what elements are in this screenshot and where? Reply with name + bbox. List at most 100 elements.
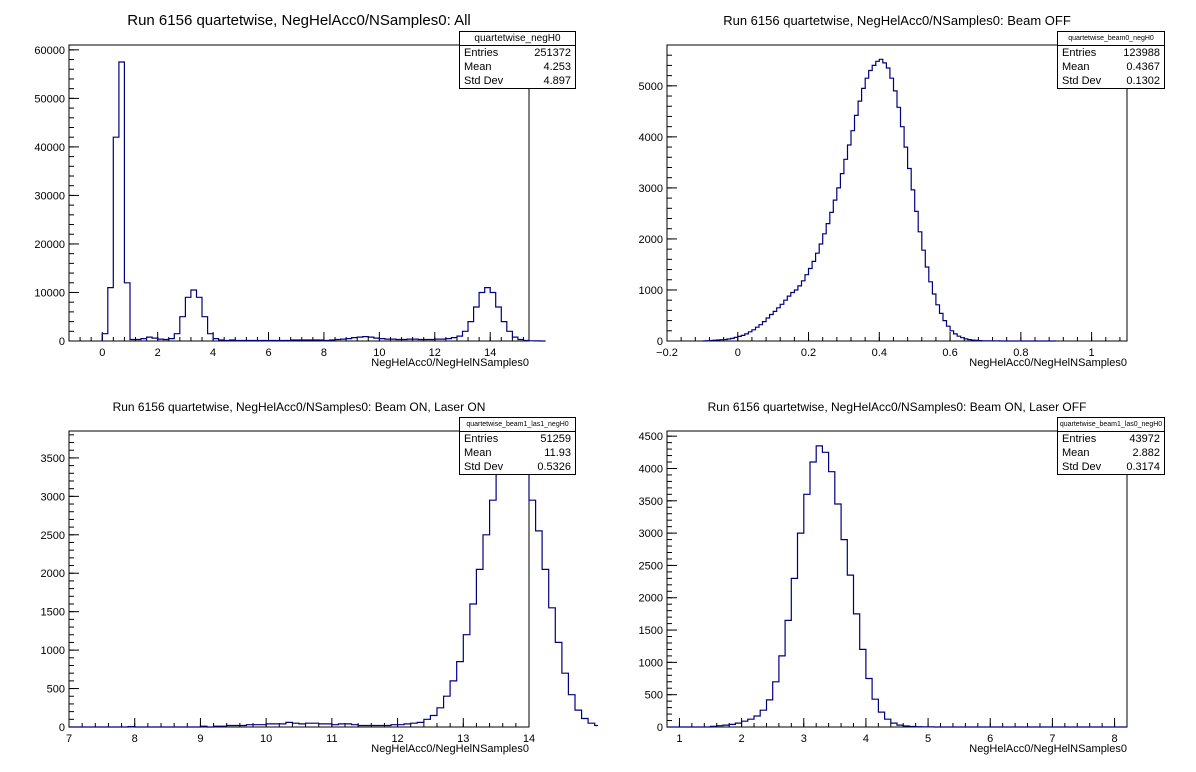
stats-histogram-name: quartetwise_beam1_las0_negH0	[1058, 418, 1164, 432]
stats-histogram-name: quartetwise_beam1_las1_negH0	[460, 418, 575, 432]
x-axis-label: NegHelAcc0/NegHelNSamples0	[969, 743, 1127, 755]
stats-entries-label: Entries	[1062, 433, 1097, 445]
stats-entries-label: Entries	[1062, 47, 1097, 59]
histogram-beam-on-laser-on-plot: 7 8 9 10 11 12 13 14 0 500 1000 1500 2000 2500 3000 350…	[41, 430, 598, 755]
x-tick-label: 10	[373, 347, 385, 359]
y-tick-label: 40000	[34, 142, 65, 154]
x-tick-label: 7	[1049, 733, 1055, 745]
y-tick-label: 500	[645, 690, 663, 702]
x-tick-label: 4	[210, 347, 216, 359]
stats-mean-value: 0.4367	[1126, 61, 1160, 73]
y-tick-label: 2000	[639, 234, 663, 246]
x-tick-label: 0.6	[942, 347, 957, 359]
y-tick-label: 1000	[41, 645, 65, 657]
x-tick-label: 10	[260, 733, 272, 745]
stats-stddev-value: 0.3174	[1126, 461, 1160, 473]
x-tick-label: 6	[987, 733, 993, 745]
y-tick-label: 60000	[34, 45, 65, 57]
y-tick-label: 1500	[639, 625, 663, 637]
x-tick-label: 4	[863, 733, 869, 745]
stats-stddev-value: 0.5326	[537, 461, 571, 473]
stats-mean-label: Mean	[1062, 447, 1090, 459]
histogram-beam-on-laser-off-plot: 1 2 3 4 5 6 7 8 0 500 1000 1500 2000 2500 3000 3500 4000…	[639, 430, 1128, 755]
y-tick-label: 500	[47, 684, 65, 696]
y-tick-label: 2500	[41, 530, 65, 542]
x-tick-label: 1	[676, 733, 682, 745]
panel-title: Run 6156 quartetwise, NegHelAcc0/NSample…	[112, 400, 486, 414]
x-tick-label: 14	[523, 733, 535, 745]
x-tick-label: 11	[326, 733, 337, 745]
y-tick-label: 0	[59, 336, 65, 348]
stats-entries-value: 251372	[534, 47, 571, 59]
stats-stddev-label: Std Dev	[1062, 461, 1102, 473]
stats-histogram-name: quartetwise_negH0	[460, 32, 575, 46]
x-tick-label: 5	[925, 733, 931, 745]
stats-mean-value: 11.93	[544, 447, 571, 459]
histogram-line	[101, 61, 546, 342]
y-tick-label: 10000	[34, 287, 65, 299]
x-tick-label: 12	[391, 733, 403, 745]
panel-title: Run 6156 quartetwise, NegHelAcc0/NSample…	[723, 13, 1071, 28]
stats-box: quartetwise_beam0_negH0 Entries 123988 Me…	[1057, 31, 1165, 89]
stats-mean-label: Mean	[464, 447, 492, 459]
y-tick-label: 50000	[34, 93, 65, 105]
x-axis-label: NegHelAcc0/NegHelNSamples0	[371, 357, 529, 369]
histogram-panel-beam-on-laser-off: 1 2 3 4 5 6 7 8 0 500 1000 1500 2000 2500 3000 3500 4000…	[598, 386, 1196, 772]
y-tick-label: 2000	[41, 568, 65, 580]
plot-frame	[68, 44, 530, 342]
y-tick-label: 0	[657, 336, 663, 348]
x-tick-label: 0	[735, 347, 741, 359]
y-tick-label: 20000	[34, 239, 65, 251]
y-tick-label: 2500	[639, 560, 663, 572]
histogram-beam-off-plot: −0.2 0 0.2 0.4 0.6 0.8 1010002000300040005000N…	[639, 44, 1128, 369]
stats-stddev-value: 4.897	[543, 75, 571, 87]
x-tick-label: 1	[1089, 347, 1095, 359]
y-tick-label: 2000	[639, 593, 663, 605]
plot-frame	[68, 430, 530, 728]
x-tick-label: 12	[429, 347, 441, 359]
x-tick-label: 14	[484, 347, 496, 359]
histogram-panel-beam-on-laser-on: 7 8 9 10 11 12 13 14 0 500 1000 1500 2000 2500 3000 350…	[0, 386, 598, 772]
stats-stddev-value: 0.1302	[1126, 75, 1160, 87]
histogram-line	[702, 58, 1057, 342]
x-tick-label: 9	[197, 733, 203, 745]
stats-stddev-label: Std Dev	[464, 75, 504, 87]
stats-entries-value: 43972	[1129, 433, 1160, 445]
stats-entries-value: 123988	[1123, 47, 1160, 59]
y-tick-label: 3500	[41, 453, 65, 465]
stats-stddev-label: Std Dev	[1062, 75, 1102, 87]
panel-title: Run 6156 quartetwise, NegHelAcc0/NSample…	[707, 400, 1087, 414]
histogram-line	[69, 445, 598, 728]
y-tick-label: 30000	[34, 190, 65, 202]
histogram-panel-all: 0 2 4 6 8 10 12 14 0 10000 20000 30000 40000 50000 600…	[0, 0, 598, 386]
x-tick-label: 2	[155, 347, 161, 359]
stats-box: quartetwise_beam1_las1_negH0 Entries 5125…	[459, 417, 576, 475]
x-tick-label: 0.2	[801, 347, 816, 359]
y-tick-label: 3500	[639, 496, 663, 508]
histogram-panel-beam-off: −0.2 0 0.2 0.4 0.6 0.8 1 0 1000 2000 3000 4000 5000 N…	[598, 0, 1196, 386]
y-tick-label: 5000	[639, 81, 663, 93]
stats-mean-value: 4.253	[543, 61, 571, 73]
plot-frame	[666, 44, 1128, 342]
panel-title: Run 6156 quartetwise, NegHelAcc0/NSample…	[127, 12, 471, 29]
x-tick-label: 2	[739, 733, 745, 745]
x-tick-label: 0	[99, 347, 105, 359]
x-tick-label: 3	[801, 733, 807, 745]
x-axis-label: NegHelAcc0/NegHelNSamples0	[969, 357, 1127, 369]
stats-box: quartetwise_beam1_las0_negH0 Entries 4397…	[1057, 417, 1165, 475]
x-tick-label: 8	[321, 347, 327, 359]
x-tick-label: 8	[1112, 733, 1118, 745]
x-tick-label: 13	[457, 733, 469, 745]
y-tick-label: 3000	[639, 183, 663, 195]
y-tick-label: 1500	[41, 607, 65, 619]
stats-stddev-label: Std Dev	[464, 461, 504, 473]
stats-mean-value: 2.882	[1132, 447, 1160, 459]
y-tick-label: 0	[59, 722, 65, 734]
histogram-line	[667, 445, 1127, 728]
y-tick-label: 1000	[639, 657, 663, 669]
y-tick-label: 4000	[639, 463, 663, 475]
y-tick-label: 0	[657, 722, 663, 734]
y-tick-label: 3000	[639, 528, 663, 540]
stats-mean-label: Mean	[464, 61, 492, 73]
stats-box: quartetwise_negH0 Entries 251372 Mean 4.25…	[459, 31, 576, 89]
